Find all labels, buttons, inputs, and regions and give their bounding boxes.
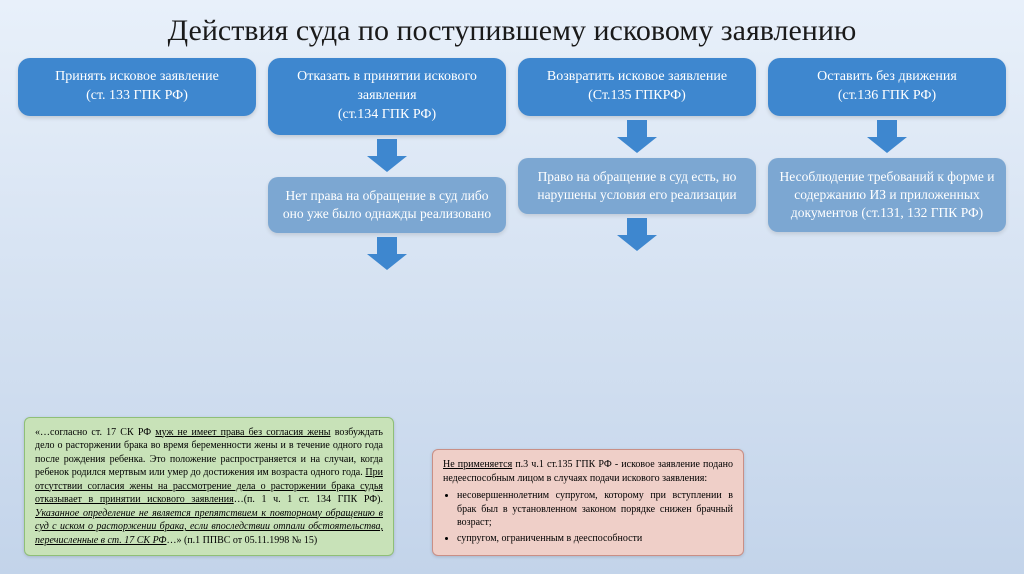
list-item: несовершеннолетним супругом, которому пр… — [457, 489, 733, 530]
list-item: супругом, ограниченным в дееспособности — [457, 532, 733, 546]
box-suspend: Оставить без движения(ст.136 ГПК РФ) — [768, 58, 1006, 116]
note-red-list: несовершеннолетним супругом, которому пр… — [443, 489, 733, 545]
col-return: Возвратить исковое заявление(Ст.135 ГПКР… — [518, 58, 756, 275]
box-refuse-reason: Нет права на обращение в суд либо оно уж… — [268, 177, 506, 233]
page-title: Действия суда по поступившему исковому з… — [0, 0, 1024, 58]
arrow-icon — [617, 120, 657, 154]
col-refuse: Отказать в принятии искового заявления(с… — [268, 58, 506, 275]
arrow-icon — [617, 218, 657, 252]
note-red: Не применяется п.3 ч.1 ст.135 ГПК РФ - и… — [432, 449, 744, 556]
arrow-icon — [867, 120, 907, 154]
box-return-reason: Право на обращение в суд есть, но наруше… — [518, 158, 756, 214]
arrow-icon — [367, 237, 407, 271]
box-return: Возвратить исковое заявление(Ст.135 ГПКР… — [518, 58, 756, 116]
note-red-head: Не применяется п.3 ч.1 ст.135 ГПК РФ - и… — [443, 458, 733, 485]
box-suspend-reason: Несоблюдение требований к форме и содерж… — [768, 158, 1006, 233]
col-suspend: Оставить без движения(ст.136 ГПК РФ) Нес… — [768, 58, 1006, 275]
arrow-icon — [367, 139, 407, 173]
top-row: Принять исковое заявление(ст. 133 ГПК РФ… — [0, 58, 1024, 275]
col-accept: Принять исковое заявление(ст. 133 ГПК РФ… — [18, 58, 256, 275]
box-refuse: Отказать в принятии искового заявления(с… — [268, 58, 506, 135]
note-green: «…согласно ст. 17 СК РФ муж не имеет пра… — [24, 417, 394, 557]
box-accept: Принять исковое заявление(ст. 133 ГПК РФ… — [18, 58, 256, 116]
note-green-text: «…согласно ст. 17 СК РФ муж не имеет пра… — [35, 427, 383, 546]
